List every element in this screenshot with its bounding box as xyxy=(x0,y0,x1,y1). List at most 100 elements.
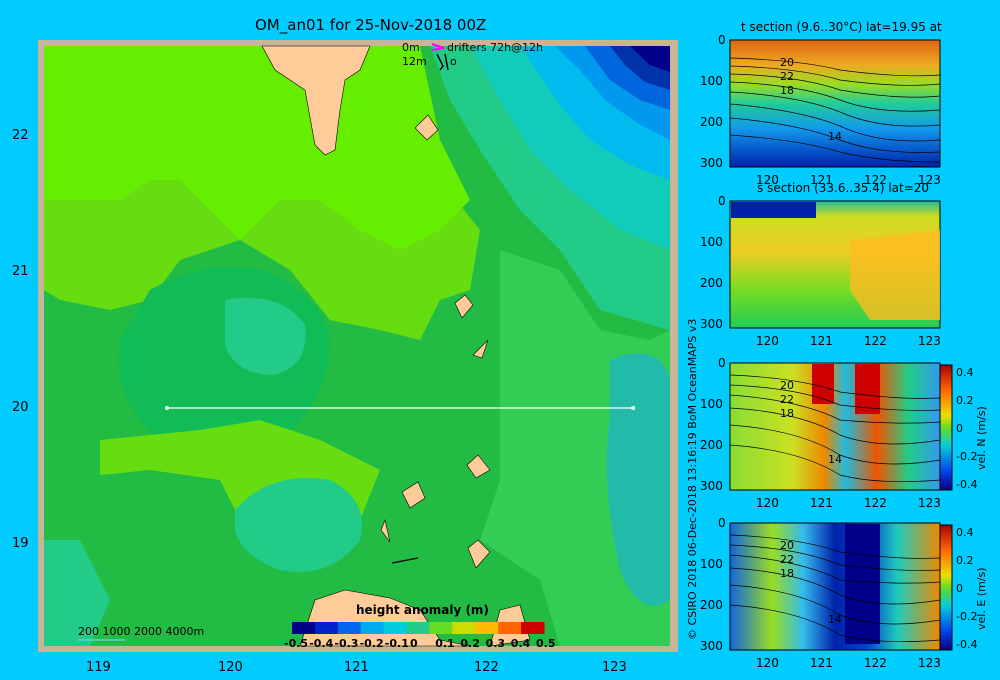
lat-tick-22: 22 xyxy=(12,128,29,143)
lon-tick-122: 122 xyxy=(474,660,499,675)
ve-lon-tick: 121 xyxy=(810,656,833,670)
vn-cbar-tick: 0.2 xyxy=(956,394,974,407)
vn-lon-tick: 122 xyxy=(864,496,887,510)
island-2 xyxy=(454,294,474,319)
height-colorbar xyxy=(292,622,545,634)
colorbar-swatch xyxy=(337,622,362,634)
ve-depth-tick: 300 xyxy=(700,639,723,653)
ve-cbar-tick: -0.2 xyxy=(956,610,978,623)
colorbar-tick-label: 0.2 xyxy=(460,637,480,650)
vele-min-core xyxy=(845,524,880,644)
ve-contour-label: 20 xyxy=(780,539,794,552)
colorbar-swatch xyxy=(314,622,339,634)
colorbar-swatch xyxy=(475,622,499,634)
height-field-south-eddy xyxy=(235,478,362,572)
ve-depth-tick: 200 xyxy=(700,598,723,612)
ve-contour-label: 18 xyxy=(780,567,794,580)
colorbar-tick-label: -0.1 xyxy=(384,637,409,650)
temp-lon-tick: 122 xyxy=(864,173,887,187)
salt-lon-tick: 121 xyxy=(810,334,833,348)
temp-lon-tick: 123 xyxy=(918,173,941,187)
colorbar-swatch xyxy=(383,622,408,634)
vn-contour-label: 18 xyxy=(780,407,794,420)
section-line-endpoint xyxy=(631,406,636,410)
colorbar-swatch xyxy=(429,622,453,634)
temp-depth-tick: 200 xyxy=(700,115,723,129)
section-line xyxy=(165,406,636,410)
lon-tick-119: 119 xyxy=(86,660,111,675)
temp-contours xyxy=(729,57,941,163)
colorbar-tick-label: -0.3 xyxy=(334,637,359,650)
lat-tick-20: 20 xyxy=(12,400,29,415)
taiwan-land xyxy=(261,45,371,156)
temp-contour-label: 20 xyxy=(780,56,794,69)
height-field-west xyxy=(44,300,110,470)
colorbar-tick-label: -0.4 xyxy=(309,637,334,650)
height-field-low-eddy xyxy=(225,297,306,375)
salt-low-surface xyxy=(731,202,816,218)
vn-depth-tick: 0 xyxy=(718,356,726,370)
island-4 xyxy=(466,454,491,479)
salt-lon-tick: 120 xyxy=(756,334,779,348)
vele-contours xyxy=(729,534,941,643)
height-field-ne-7 xyxy=(630,46,670,72)
vn-lon-tick: 120 xyxy=(756,496,779,510)
map-title: OM_an01 for 25-Nov-2018 00Z xyxy=(255,16,487,34)
island-8 xyxy=(391,557,419,564)
vele-section-plot xyxy=(729,522,941,651)
ve-contour-label: 22 xyxy=(780,553,794,566)
temp-lon-tick: 121 xyxy=(810,173,833,187)
lon-tick-123: 123 xyxy=(602,660,627,675)
vn-contour-label: 14 xyxy=(828,453,842,466)
colorbar-tick-label: 0.1 xyxy=(435,637,455,650)
ve-cbar-tick: 0 xyxy=(956,582,963,595)
vn-lon-tick: 121 xyxy=(810,496,833,510)
colorbar-swatch xyxy=(521,622,545,634)
ve-contour-label: 14 xyxy=(828,613,842,626)
height-field-sw-low xyxy=(44,540,110,646)
vn-depth-tick: 100 xyxy=(700,397,723,411)
ve-cbar-tick: -0.4 xyxy=(956,638,978,651)
veln-max-1 xyxy=(812,364,834,404)
temp-depth-tick: 300 xyxy=(700,156,723,170)
colorbar-swatch xyxy=(498,622,522,634)
height-field-higher xyxy=(44,46,470,250)
salt-depth-tick: 0 xyxy=(718,194,726,208)
salt-lon-tick: 122 xyxy=(864,334,887,348)
colorbar-tick-label: -0.2 xyxy=(359,637,384,650)
vn-cbar-tick: -0.2 xyxy=(956,450,978,463)
lon-tick-121: 121 xyxy=(344,660,369,675)
temp-section-plot xyxy=(729,39,941,168)
island-1 xyxy=(414,114,439,141)
vn-cbar-tick: 0.4 xyxy=(956,366,974,379)
lat-tick-21: 21 xyxy=(12,264,29,279)
island-7 xyxy=(467,539,491,569)
colorbar-swatch xyxy=(292,622,316,634)
veln-cbar-label: vel. N (m/s) xyxy=(975,406,988,470)
drifter-arrow-0m xyxy=(431,43,445,51)
salt-panel-title: s section (33.6..35.4) lat=20 xyxy=(757,181,930,195)
veln-colorbar xyxy=(939,364,953,491)
salt-depth-tick: 100 xyxy=(700,235,723,249)
colorbar-tick-label: 0.4 xyxy=(510,637,531,650)
temp-panel-title: t section (9.6..30°C) lat=19.95 at xyxy=(741,20,942,34)
drifter-arrow-12m xyxy=(436,53,449,71)
salt-depth-tick: 200 xyxy=(700,276,723,290)
veln-contours xyxy=(729,374,941,483)
vele-colorbar xyxy=(939,524,953,651)
colorbar-tick-label: 0.5 xyxy=(536,637,556,650)
colorbar-swatch xyxy=(360,622,385,634)
lat-tick-19: 19 xyxy=(12,536,29,551)
legend-12m-label: 12m xyxy=(402,55,427,68)
island-3 xyxy=(472,339,489,359)
legend-drifters-label: drifters 72h@12h xyxy=(447,41,544,54)
island-6 xyxy=(380,518,391,543)
ve-lon-tick: 122 xyxy=(864,656,887,670)
temp-lon-tick: 120 xyxy=(756,173,779,187)
legend-o-label: o xyxy=(450,55,457,68)
temp-depth-tick: 100 xyxy=(700,74,723,88)
veln-section-plot xyxy=(729,362,941,491)
salt-depth-tick: 300 xyxy=(700,317,723,331)
ve-lon-tick: 120 xyxy=(756,656,779,670)
